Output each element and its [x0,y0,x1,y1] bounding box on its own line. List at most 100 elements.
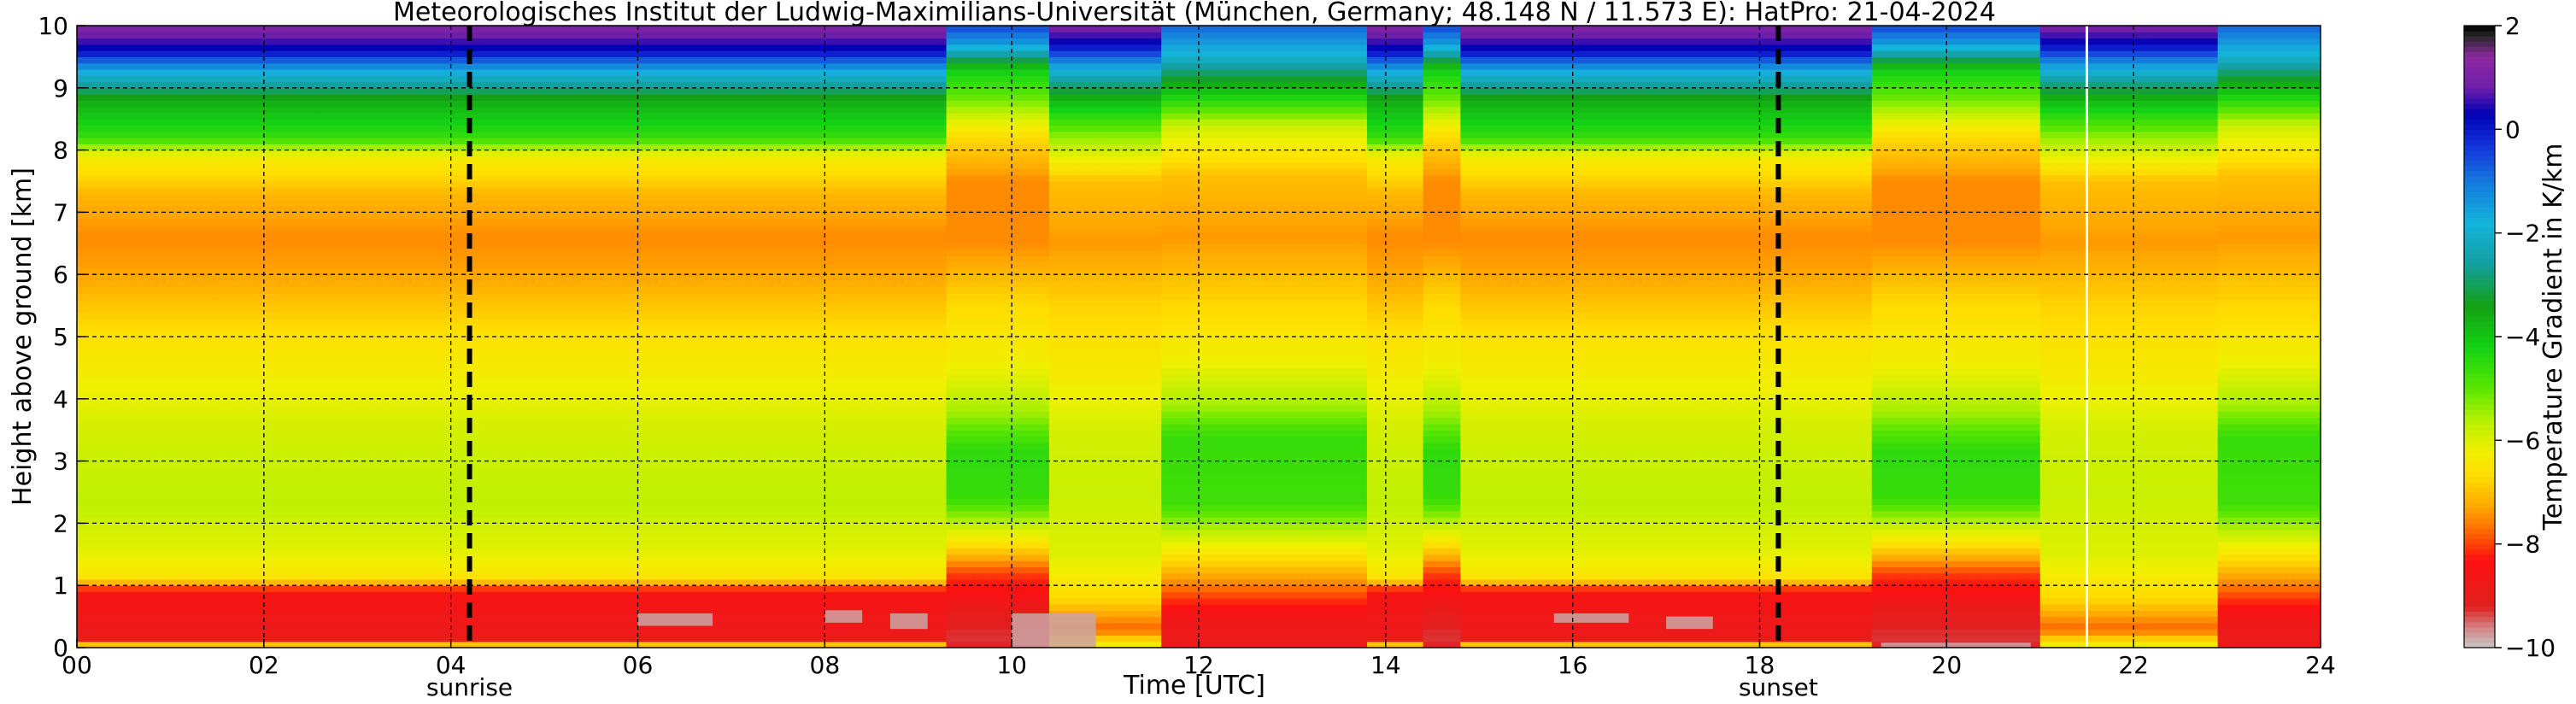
heatmap-cell [1161,100,1368,108]
heatmap-cell [217,212,321,220]
heatmap-cell [2217,498,2321,506]
heatmap-cell [1871,138,2041,144]
heatmap-column-block [2039,26,2219,648]
heatmap-cell [1423,237,1461,244]
heatmap-cell [946,26,1050,32]
heatmap-cell [1048,100,1162,108]
heatmap-cell [2217,548,2321,555]
heatmap-cell [824,32,948,39]
heatmap-cell [946,299,1050,307]
y-tick-label: 9 [53,74,68,103]
heatmap-cell [637,423,825,431]
heatmap-cell [2039,430,2219,437]
heatmap-cell [1048,280,1162,288]
heatmap-cell [217,473,321,481]
heatmap-cell [1048,267,1162,275]
heatmap-cell [2217,62,2321,70]
heatmap-cell [77,392,218,400]
heatmap-cell [1161,517,1368,524]
heatmap-cell [1048,430,1162,437]
heatmap-cell [824,597,948,605]
heatmap-cell [1871,206,2041,213]
heatmap-cell [2039,237,2219,244]
heatmap-cell [824,168,948,176]
heatmap-cell [1460,510,1873,518]
heatmap-cell [824,349,948,356]
heatmap-cell [946,367,1050,375]
heatmap-cell [217,62,321,70]
heatmap-cell [77,212,218,220]
heatmap-cell [1423,529,1461,537]
heatmap-cell [1871,224,2041,232]
heatmap-cell [2039,181,2219,188]
heatmap-cell [77,535,218,543]
colorbar-segment [2464,331,2495,337]
heatmap-cell [1871,243,2041,250]
heatmap-cell [1460,199,1873,207]
heatmap-cell [1161,604,1368,611]
heatmap-cell [1460,255,1873,263]
heatmap-cell [1460,38,1873,45]
colorbar-segment [2464,585,2495,591]
heatmap-cell [217,455,321,462]
heatmap-cell [1161,361,1368,368]
heatmap-cell [2217,641,2321,648]
heatmap-cell [217,610,321,618]
heatmap-cell [1460,44,1873,51]
heatmap-cell [1871,337,2041,343]
heatmap-cell [217,150,321,157]
heatmap-cold-patch [1012,613,1096,648]
heatmap-cell [824,548,948,555]
heatmap-cell [946,106,1050,114]
heatmap-cell [2217,218,2321,226]
heatmap-cell [1048,181,1162,188]
heatmap-cell [1460,473,1873,481]
heatmap-cell [1366,504,1424,512]
heatmap-cell [77,517,218,524]
heatmap-cell [1161,112,1368,120]
heatmap-cell [637,249,825,256]
heatmap-cell [1460,138,1873,144]
heatmap-cell [946,218,1050,226]
heatmap-cell [637,181,825,188]
heatmap-cell [320,361,639,368]
heatmap-cell [1366,162,1424,170]
heatmap-cell [1460,212,1873,220]
heatmap-cell [77,144,218,151]
heatmap-cell [2217,337,2321,343]
heatmap-cell [217,379,321,387]
heatmap-cell [946,361,1050,368]
heatmap-cell [824,436,948,443]
y-tick-label: 8 [53,137,68,165]
heatmap-cell [1366,367,1424,375]
heatmap-cell [2039,523,2219,531]
heatmap-cell [77,610,218,618]
heatmap-cell [1161,417,1368,425]
heatmap-cell [637,591,825,599]
heatmap-cell [2039,243,2219,250]
heatmap-cell [946,442,1050,449]
heatmap-cell [1460,535,1873,543]
heatmap-cell [77,68,218,76]
heatmap-cell [1048,597,1162,605]
heatmap-cell [946,423,1050,431]
heatmap-cell [1460,206,1873,213]
heatmap-cell [1460,548,1873,555]
heatmap-cell [2039,280,2219,288]
heatmap-cell [217,361,321,368]
heatmap-cell [824,361,948,368]
heatmap-cell [1161,38,1368,45]
heatmap-cell [1871,324,2041,331]
marker-label-sunset: sunset [1739,673,1818,701]
heatmap-cell [1423,337,1461,343]
heatmap-cell [2217,144,2321,151]
heatmap-cell [77,50,218,57]
heatmap-cell [1048,455,1162,462]
heatmap-cell [2217,386,2321,394]
heatmap-cell [77,616,218,624]
heatmap-cell [1460,131,1873,138]
heatmap-cell [217,566,321,574]
heatmap-cell [320,461,639,468]
heatmap-cell [1423,379,1461,387]
